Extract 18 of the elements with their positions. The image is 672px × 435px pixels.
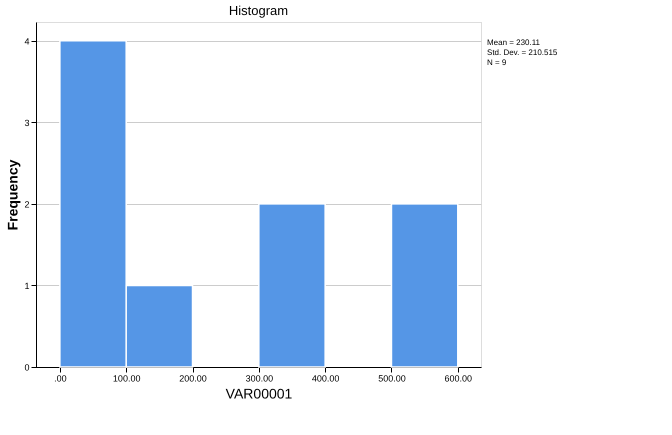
x-tick-label: 100.00	[112, 374, 140, 384]
x-tick-label: 600.00	[444, 374, 472, 384]
y-tick-label: 2	[24, 199, 30, 210]
chart-title: Histogram	[228, 3, 288, 18]
y-axis-title: Frequency	[4, 159, 20, 230]
x-axis-title: VAR00001	[226, 386, 293, 402]
x-tick-label: 300.00	[246, 374, 274, 384]
x-tick-label: 400.00	[312, 374, 340, 384]
y-tick-label: 3	[24, 118, 30, 128]
y-tick-label: 0	[24, 362, 30, 372]
x-tick-label: 200.00	[179, 374, 207, 384]
y-tick-label: 4	[24, 36, 30, 46]
y-tick-label: 1	[24, 280, 30, 291]
text: Mean = 230.11	[487, 38, 541, 47]
text: Std. Dev. = 210.515	[487, 48, 558, 57]
x-tick-label: 500.00	[378, 374, 406, 384]
text: N = 9	[487, 58, 507, 67]
x-tick-label: .00	[54, 374, 67, 384]
